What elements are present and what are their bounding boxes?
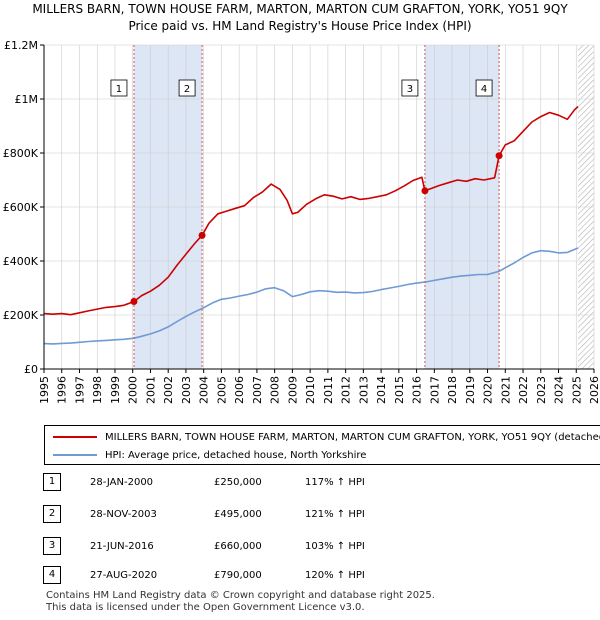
sale-number-badge: 1 <box>43 473 61 491</box>
x-tick-label: 2010 <box>304 376 317 404</box>
sale-date: 27-AUG-2020 <box>90 570 158 581</box>
x-tick-label: 2025 <box>570 376 583 404</box>
legend-label-hpi: HPI: Average price, detached house, Nort… <box>105 449 367 461</box>
sale-row: 1 28-JAN-2000 £250,000 117% ↑ HPI <box>0 473 600 493</box>
x-tick-label: 1995 <box>38 376 51 404</box>
y-tick-label: £800K <box>3 147 39 160</box>
sale-price: £495,000 <box>214 509 262 520</box>
x-tick-label: 2015 <box>393 376 406 404</box>
chart-title: MILLERS BARN, TOWN HOUSE FARM, MARTON, M… <box>32 2 568 16</box>
sale-number-badge: 3 <box>43 537 61 555</box>
x-tick-label: 1996 <box>56 376 69 404</box>
sale-point <box>130 298 138 305</box>
x-tick-label: 2011 <box>322 376 335 404</box>
sale-price: £250,000 <box>214 477 262 488</box>
x-tick-label: 2007 <box>251 376 264 404</box>
price-chart: 1 2 3 4 £0 £200K £400K £600K £800K £1M £1.2M 1995 1… <box>3 39 600 404</box>
legend-item-hpi: HPI: Average price, detached house, Nort… <box>53 446 366 464</box>
legend-swatch-hpi <box>53 454 97 456</box>
y-tick-label: £400K <box>3 255 39 268</box>
sale-number-box <box>475 79 493 97</box>
sale-hpi-change: 120% ↑ HPI <box>305 570 365 581</box>
legend-label-property: MILLERS BARN, TOWN HOUSE FARM, MARTON, M… <box>105 431 600 443</box>
sale-row: 3 21-JUN-2016 £660,000 103% ↑ HPI <box>0 537 600 557</box>
x-tick-label: 2012 <box>340 376 353 404</box>
x-tick-label: 2014 <box>375 376 388 404</box>
x-tick-label: 1999 <box>109 376 122 404</box>
x-tick-label: 2003 <box>180 376 193 404</box>
x-tick-label: 2016 <box>411 376 424 404</box>
sale-price: £790,000 <box>214 570 262 581</box>
legend-item-property: MILLERS BARN, TOWN HOUSE FARM, MARTON, M… <box>53 428 600 446</box>
x-tick-label: 2019 <box>464 376 477 404</box>
sale-number-badge: 2 <box>43 505 61 523</box>
y-tick-label: £1M <box>15 93 39 106</box>
sale-row: 4 27-AUG-2020 £790,000 120% ↑ HPI <box>0 566 600 586</box>
sale-number-label: 4 <box>481 84 487 95</box>
sale-point <box>421 187 429 195</box>
x-tick-label: 2009 <box>286 376 299 404</box>
legend: MILLERS BARN, TOWN HOUSE FARM, MARTON, M… <box>44 425 600 465</box>
x-tick-label: 2013 <box>357 376 370 404</box>
x-tick-label: 2023 <box>535 376 548 404</box>
sale-hpi-change: 103% ↑ HPI <box>305 541 365 552</box>
sale-hpi-change: 117% ↑ HPI <box>305 477 365 488</box>
footer-copyright: Contains HM Land Registry data © Crown c… <box>46 590 435 601</box>
x-tick-label: 2006 <box>233 376 246 404</box>
sale-point <box>198 231 206 239</box>
sale-number-badge: 4 <box>43 566 61 584</box>
sale-number-label: 3 <box>407 84 413 95</box>
y-tick-label: £1.2M <box>4 39 38 52</box>
sale-date: 21-JUN-2016 <box>90 541 154 552</box>
chart-subtitle: Price paid vs. HM Land Registry's House … <box>128 19 472 33</box>
sale-hpi-change: 121% ↑ HPI <box>305 509 365 520</box>
x-tick-label: 2026 <box>588 376 600 404</box>
x-tick-label: 2002 <box>162 376 175 404</box>
footer-licence: This data is licensed under the Open Gov… <box>46 602 365 613</box>
sale-price: £660,000 <box>214 541 262 552</box>
x-tick-label: 2021 <box>499 376 512 404</box>
x-tick-label: 1997 <box>73 376 86 404</box>
y-tick-label: £0 <box>24 363 38 376</box>
x-tick-label: 2004 <box>198 376 211 404</box>
sale-point <box>495 152 503 160</box>
legend-swatch-property <box>53 436 97 438</box>
sale-number-box <box>110 79 128 97</box>
x-tick-label: 2000 <box>127 376 140 404</box>
x-tick-label: 2001 <box>144 376 157 404</box>
y-tick-label: £600K <box>3 201 39 214</box>
x-tick-label: 2008 <box>269 376 282 404</box>
x-tick-label: 2005 <box>215 376 228 404</box>
x-tick-label: 1998 <box>91 376 104 404</box>
y-tick-label: £200K <box>3 309 39 322</box>
x-tick-label: 2017 <box>428 376 441 404</box>
sale-date: 28-NOV-2003 <box>90 509 157 520</box>
sale-number-box <box>178 79 196 97</box>
sale-row: 2 28-NOV-2003 £495,000 121% ↑ HPI <box>0 505 600 525</box>
sale-number-label: 1 <box>116 84 122 95</box>
x-tick-label: 2024 <box>553 376 566 404</box>
x-tick-label: 2018 <box>446 376 459 404</box>
x-tick-label: 2022 <box>517 376 530 404</box>
footer: Contains HM Land Registry data © Crown c… <box>46 590 435 614</box>
sale-date: 28-JAN-2000 <box>90 477 154 488</box>
x-tick-label: 2020 <box>482 376 495 404</box>
property-series-line <box>43 106 579 316</box>
sale-number-label: 2 <box>184 84 190 95</box>
sale-number-box <box>401 79 419 97</box>
